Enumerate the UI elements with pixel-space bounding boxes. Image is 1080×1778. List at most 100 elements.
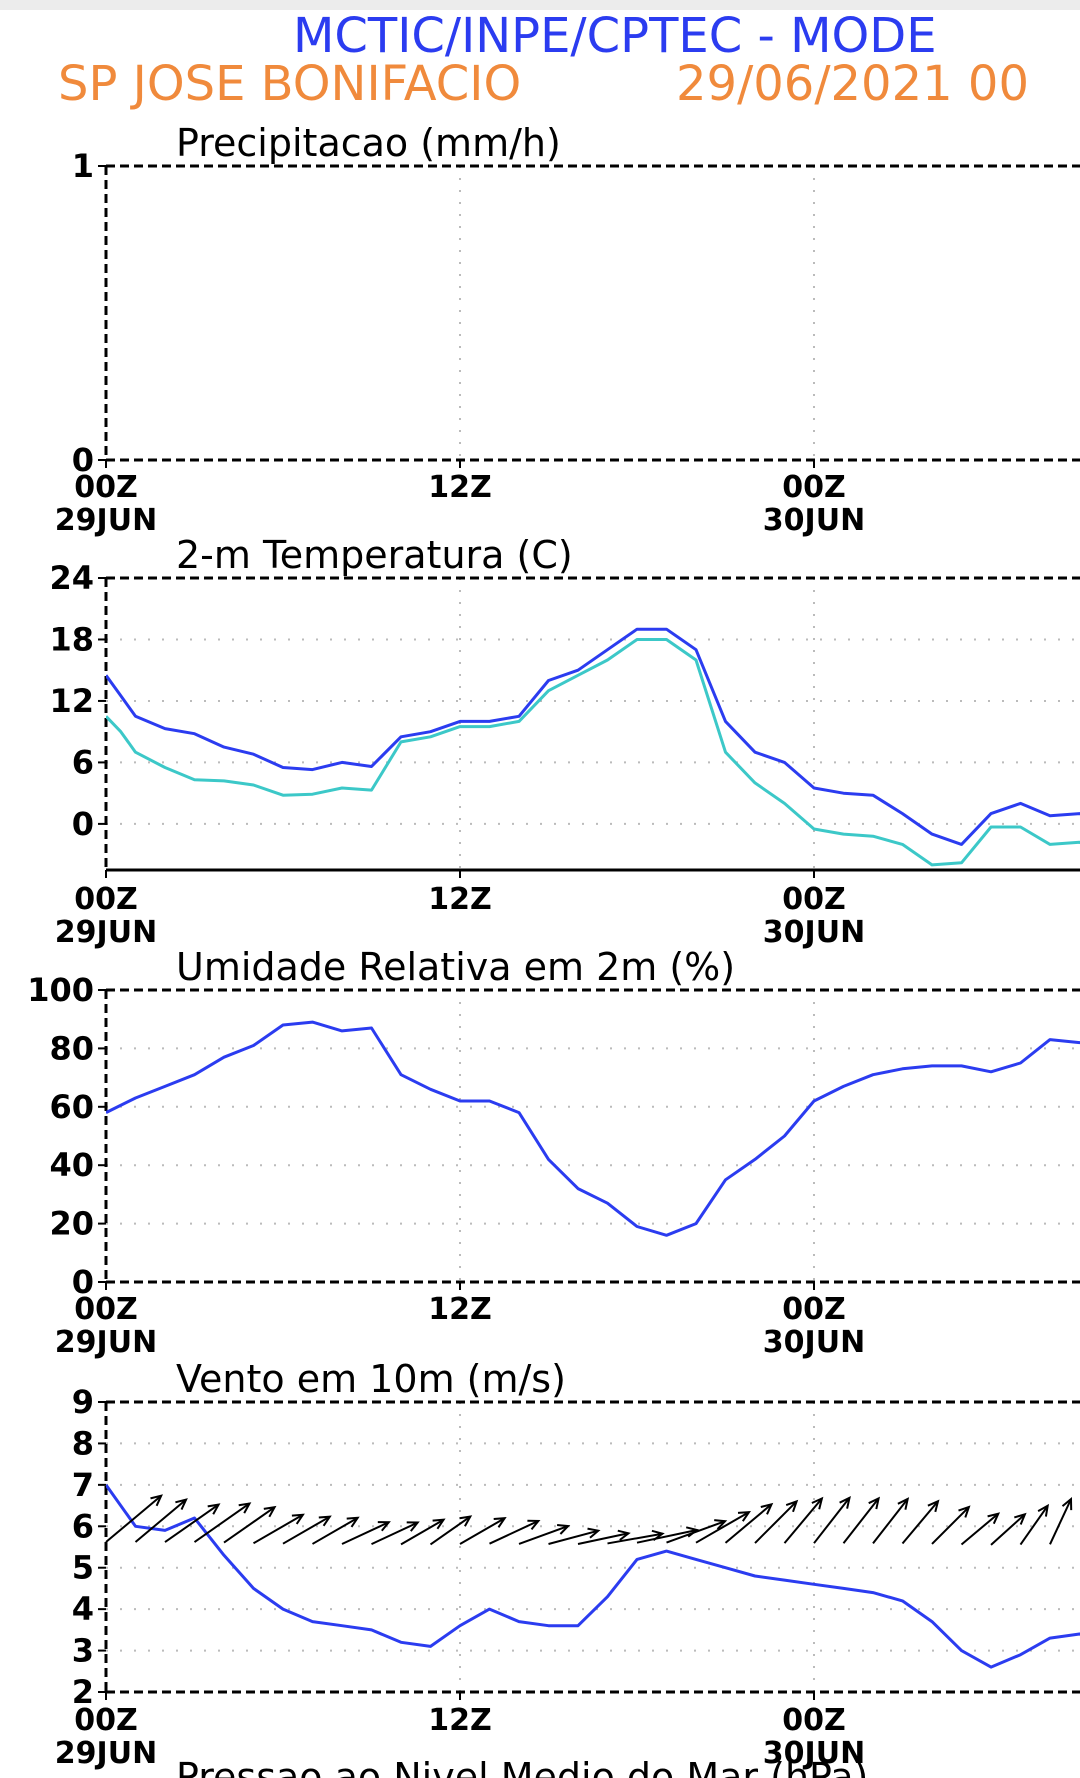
wind-arrow-head (150, 1494, 163, 1507)
wind-xtick-date: 30JUN (763, 1736, 865, 1771)
wind-arrow (931, 1506, 970, 1545)
wind-arrow (607, 1532, 663, 1545)
temperature-ytick-label: 6 (72, 743, 94, 781)
humidity-series-line-1 (106, 1020, 1080, 1237)
humidity-panel: Umidade Relativa em 2m (%) 0 20 40 60 80 100 0… (27, 945, 1080, 1360)
wind-arrow-head (714, 1519, 728, 1530)
station-name: SP JOSE BONIFACIO (58, 56, 521, 112)
wind-xtick-time: 00Z (74, 1703, 138, 1738)
wind-arrow (724, 1503, 773, 1544)
precip-xtick-time: 00Z (782, 470, 846, 505)
humidity-ytick-label: 0 (72, 1263, 94, 1301)
wind-arrow-head (493, 1517, 507, 1528)
wind-ytick-label: 9 (72, 1383, 94, 1421)
wind-arrow (783, 1497, 823, 1544)
wind-arrow-head (839, 1495, 851, 1509)
run-date: 29/06/2021 00 (676, 56, 1029, 112)
wind-arrow-head (527, 1519, 541, 1531)
wind-arrow-head (346, 1516, 360, 1528)
wind-arrow-head (318, 1515, 332, 1527)
humidity-ytick-label: 20 (49, 1205, 94, 1243)
temperature-xtick-time: 00Z (782, 882, 846, 917)
wind-series-line-1 (106, 1484, 1080, 1669)
model-title: MCTIC/INPE/CPTEC - MODE (293, 8, 937, 64)
temperature-xtick-date: 29JUN (55, 915, 157, 950)
wind-arrow (666, 1520, 726, 1544)
wind-arrow-head (927, 1499, 940, 1513)
wind-arrow-head (238, 1502, 252, 1514)
precip-xtick-date: 29JUN (55, 503, 157, 538)
wind-ytick-label: 6 (72, 1507, 94, 1545)
temperature-ytick-label: 18 (49, 620, 94, 658)
wind-arrow-head (811, 1496, 824, 1510)
wind-arrow-head (785, 1499, 799, 1513)
precip-xtick-date: 30JUN (763, 503, 865, 538)
wind-arrow (164, 1503, 220, 1543)
wind-arrow (518, 1525, 569, 1545)
temperature-ytick-label: 0 (72, 805, 94, 843)
wind-arrow-head (737, 1510, 751, 1522)
wind-arrow (105, 1494, 162, 1543)
wind-arrow (341, 1521, 390, 1545)
wind-arrow-head (207, 1503, 221, 1515)
wind-arrow (548, 1529, 599, 1545)
wind-ytick-label: 4 (72, 1590, 94, 1628)
temperature-series-line-2 (106, 638, 1080, 867)
temperature-ytick-label: 12 (49, 682, 94, 720)
wind-arrow-head (377, 1521, 391, 1532)
humidity-panel-title: Umidade Relativa em 2m (%) (176, 945, 735, 989)
wind-arrow (636, 1528, 698, 1544)
wind-arrow (960, 1512, 999, 1546)
wind-arrow (1019, 1505, 1049, 1546)
wind-arrow-head (897, 1497, 910, 1510)
temperature-series-line-1 (106, 627, 1080, 846)
wind-arrow (282, 1515, 331, 1545)
wind-arrow (459, 1517, 506, 1545)
temperature-panel-title: 2-m Temperatura (C) (176, 533, 573, 577)
temperature-ytick-label: 24 (49, 559, 94, 597)
wind-ytick-label: 3 (72, 1632, 94, 1670)
wind-arrow-head (958, 1505, 971, 1518)
humidity-xtick-date: 29JUN (55, 1325, 157, 1360)
wind-xtick-time: 12Z (428, 1703, 492, 1738)
wind-arrow (223, 1506, 276, 1544)
wind-arrow-head (987, 1512, 1001, 1525)
wind-arrow (695, 1511, 750, 1544)
wind-arrow-head (459, 1515, 473, 1527)
humidity-ytick-label: 100 (27, 971, 94, 1009)
wind-arrow (193, 1502, 251, 1543)
wind-ytick-label: 7 (72, 1466, 94, 1504)
wind-arrow-head (1037, 1503, 1050, 1517)
wind-arrow-head (587, 1527, 601, 1539)
wind-arrow-head (1061, 1497, 1073, 1511)
wind-arrow-head (263, 1505, 277, 1518)
wind-arrow-head (175, 1498, 188, 1511)
pressure-panel-title: Pressao ao Nivel Medio do Mar (hPa) (176, 1755, 868, 1778)
wind-arrow (371, 1521, 419, 1546)
wind-xtick-date: 29JUN (55, 1736, 157, 1771)
wind-arrow (134, 1498, 187, 1543)
wind-arrow-head (760, 1502, 774, 1515)
wind-arrow-head (406, 1521, 420, 1532)
wind-arrow (813, 1497, 851, 1544)
wind-arrow (252, 1513, 304, 1545)
wind-arrow (990, 1513, 1026, 1546)
humidity-xtick-time: 00Z (74, 1292, 138, 1327)
wind-ytick-label: 8 (72, 1424, 94, 1462)
wind-arrow (400, 1518, 445, 1546)
precip-ytick-label: 0 (72, 441, 94, 479)
wind-arrow-head (617, 1529, 631, 1541)
wind-arrow (754, 1500, 798, 1544)
wind-arrow-head (1014, 1512, 1027, 1525)
wind-arrow (872, 1498, 909, 1544)
wind-xtick-time: 00Z (782, 1703, 846, 1738)
wind-arrow (1049, 1498, 1072, 1545)
temperature-xtick-time: 12Z (428, 882, 492, 917)
wind-arrow-head (557, 1524, 571, 1535)
wind-arrow (489, 1519, 539, 1545)
wind-arrow (429, 1515, 471, 1546)
wind-arrow (577, 1532, 629, 1545)
humidity-xtick-date: 30JUN (763, 1325, 865, 1360)
